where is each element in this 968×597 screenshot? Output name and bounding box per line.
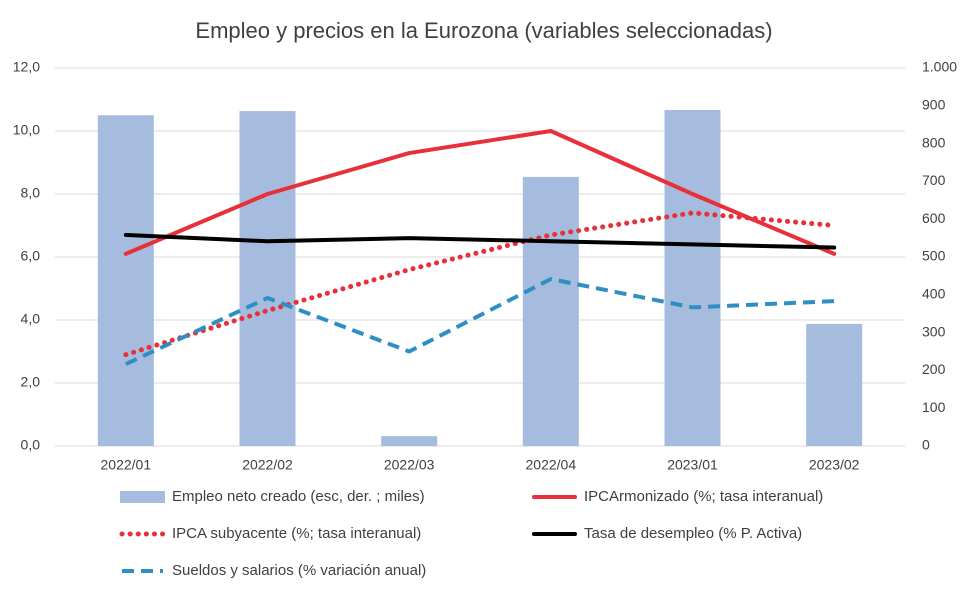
legend-label: IPCArmonizado (%; tasa interanual) [584,488,823,505]
bar [664,109,721,446]
y2-tick-label: 200 [922,361,946,377]
y-tick-label: 6,0 [21,248,41,264]
y2-tick-label: 800 [922,134,946,150]
bar [522,176,579,446]
x-tick-label: 2023/01 [667,457,718,473]
y2-tick-label: 500 [922,248,946,264]
y-tick-label: 4,0 [21,311,41,327]
legend-label: Tasa de desempleo (% P. Activa) [584,525,802,542]
y-tick-label: 0,0 [21,437,41,453]
y2-tick-label: 0 [922,437,930,453]
y2-tick-label: 900 [922,97,946,113]
legend-label: Empleo neto creado (esc, der. ; miles) [172,488,425,505]
y2-tick-label: 100 [922,399,946,415]
y-tick-label: 10,0 [13,122,40,138]
x-tick-label: 2022/01 [101,457,152,473]
line-series [124,277,835,366]
y2-tick-label: 600 [922,210,946,226]
chart-title: Empleo y precios en la Eurozona (variabl… [195,18,772,43]
y-tick-label: 2,0 [21,374,41,390]
line-series [123,129,837,256]
legend-label: IPCA subyacente (%; tasa interanual) [172,525,421,542]
y2-tick-label: 700 [922,172,946,188]
bar [97,115,154,446]
y-tick-label: 8,0 [21,185,41,201]
y2-tick-label: 400 [922,286,946,302]
x-tick-label: 2022/02 [242,457,293,473]
legend-label: Sueldos y salarios (% variación anual) [172,562,426,579]
line-series [123,232,837,250]
y-tick-label: 12,0 [13,59,40,75]
line-series [123,210,837,358]
x-tick-label: 2022/04 [526,457,577,473]
x-tick-label: 2022/03 [384,457,435,473]
y2-tick-label: 1.000 [922,59,957,75]
bar [381,436,438,446]
bar [239,111,296,446]
legend-swatch [120,491,165,503]
y2-tick-label: 300 [922,323,946,339]
bar [806,323,863,446]
x-tick-label: 2023/02 [809,457,860,473]
